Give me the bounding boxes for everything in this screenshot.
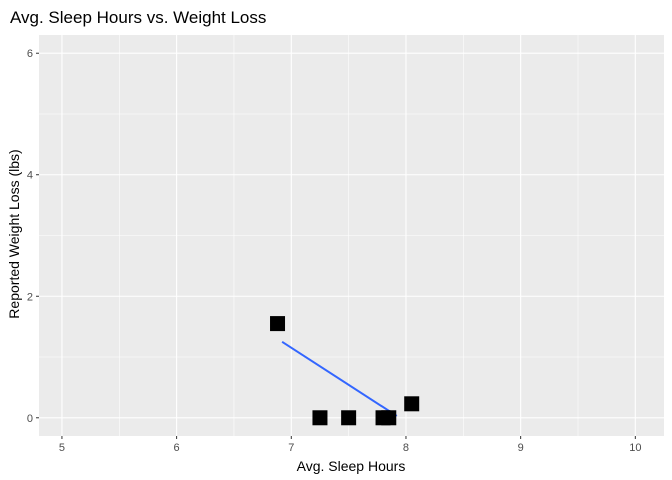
trend-line	[281, 340, 398, 417]
x-tick-label: 5	[59, 442, 65, 454]
x-tick-label: 8	[403, 442, 409, 454]
y-axis-title: Reported Weight Loss (lbs)	[6, 149, 22, 318]
tick-layer: 5 6 7 8 9 10 0 2 4 6	[27, 48, 642, 454]
x-tick-label: 9	[518, 442, 524, 454]
data-point	[312, 410, 328, 426]
x-tick-label: 10	[629, 442, 641, 454]
y-tick-label: 2	[27, 291, 33, 303]
chart-title: Avg. Sleep Hours vs. Weight Loss	[10, 8, 266, 27]
y-tick-label: 6	[27, 48, 33, 60]
data-point	[341, 410, 357, 426]
data-point	[404, 396, 420, 412]
x-axis-title: Avg. Sleep Hours	[297, 458, 406, 474]
data-layer	[270, 316, 420, 426]
y-tick-label: 4	[27, 170, 33, 182]
x-tick-label: 6	[174, 442, 180, 454]
data-point	[381, 410, 397, 426]
data-point	[270, 316, 286, 332]
x-tick-label: 7	[288, 442, 294, 454]
y-tick-label: 0	[27, 413, 33, 425]
